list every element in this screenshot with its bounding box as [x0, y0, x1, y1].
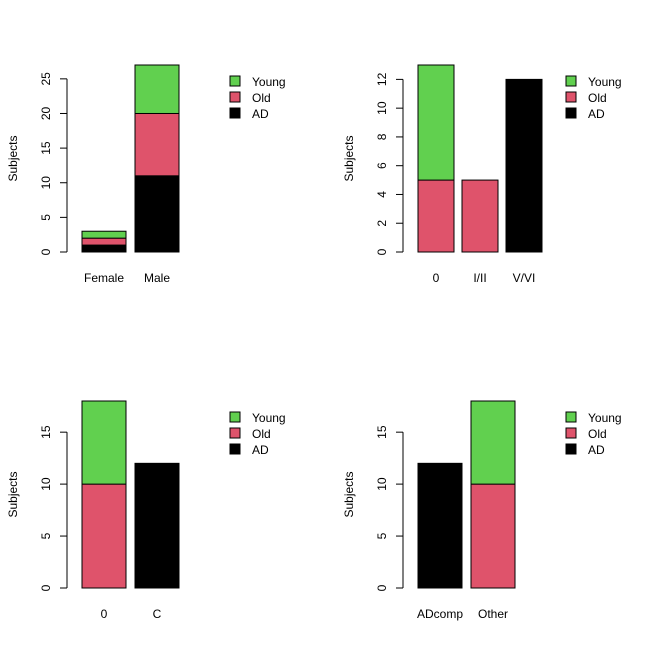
legend: Young Old AD [229, 411, 286, 457]
y-tick-label: 8 [375, 133, 389, 140]
x-category-label: V/VI [513, 271, 536, 285]
y-tick-label: 2 [375, 220, 389, 227]
legend-swatch-ad [565, 107, 577, 119]
legend-label-young: Young [252, 75, 286, 89]
legend-swatch-young [229, 75, 241, 87]
y-tick-label: 10 [375, 477, 389, 491]
bar-segment-ad [134, 462, 180, 589]
y-tick-label: 0 [39, 584, 53, 591]
bar-segment-young [81, 400, 127, 485]
legend: Young Old AD [229, 75, 286, 121]
y-tick-label: 5 [375, 532, 389, 539]
bar-segment-ad [134, 175, 180, 253]
x-category-label: Female [84, 271, 124, 285]
y-tick-label: 15 [375, 425, 389, 439]
y-tick-label: 5 [39, 214, 53, 221]
bar-segment-ad [81, 244, 127, 253]
legend-swatch-old [565, 427, 577, 439]
chart-panel-4: 0 5 10 15 Subjects ADcomp Other Young Old AD [342, 400, 622, 621]
legend: Young Old AD [565, 75, 622, 121]
bar-segment-old [81, 237, 127, 246]
bar-segment-ad [505, 78, 543, 253]
y-tick-label: 4 [375, 191, 389, 198]
legend-label-young: Young [588, 411, 622, 425]
y-tick-label: 15 [39, 425, 53, 439]
legend-swatch-old [229, 427, 241, 439]
y-tick-label: 0 [39, 248, 53, 255]
legend-label-old: Old [252, 427, 271, 441]
bar-segment-young [417, 64, 455, 181]
legend-label-ad: AD [252, 443, 269, 457]
legend-swatch-ad [229, 443, 241, 455]
legend-swatch-young [565, 411, 577, 423]
x-category-label: 0 [101, 607, 108, 621]
legend-label-young: Young [252, 411, 286, 425]
y-axis-title: Subjects [342, 471, 356, 517]
y-tick-label: 10 [39, 176, 53, 190]
legend-label-ad: AD [588, 107, 605, 121]
bar-segment-young [134, 64, 180, 114]
legend-label-old: Old [588, 427, 607, 441]
y-tick-label: 15 [39, 141, 53, 155]
x-category-label: 0 [433, 271, 440, 285]
bar-segment-old [417, 179, 455, 253]
legend-label-old: Old [252, 91, 271, 105]
legend-label-ad: AD [252, 107, 269, 121]
y-tick-label: 10 [375, 101, 389, 115]
bar-segment-ad [417, 462, 463, 589]
legend-label-young: Young [588, 75, 622, 89]
chart-panel-3: 0 5 10 15 Subjects 0 C Young Old AD [6, 400, 286, 621]
chart-panel-2: 0 2 4 6 8 10 12 Subjects 0 I/II V/VI Young Old AD [342, 64, 622, 285]
legend-label-ad: AD [588, 443, 605, 457]
bar-segment-young [470, 400, 516, 485]
y-tick-label: 20 [39, 106, 53, 120]
y-tick-label: 10 [39, 477, 53, 491]
x-category-label: C [153, 607, 162, 621]
y-tick-label: 12 [375, 72, 389, 86]
y-axis-title: Subjects [6, 135, 20, 181]
chart-panel-1: 0 5 10 15 20 25 Subjects Female Male Young Old AD [6, 64, 286, 285]
y-tick-label: 5 [39, 532, 53, 539]
legend-swatch-young [229, 411, 241, 423]
legend: Young Old AD [565, 411, 622, 457]
x-category-label: Male [144, 271, 170, 285]
bar-segment-old [461, 179, 499, 253]
x-category-label: ADcomp [417, 607, 463, 621]
y-tick-label: 6 [375, 162, 389, 169]
legend-swatch-young [565, 75, 577, 87]
x-category-label: Other [478, 607, 508, 621]
y-tick-label: 0 [375, 584, 389, 591]
legend-swatch-old [565, 91, 577, 103]
bar-segment-old [134, 112, 180, 177]
legend-label-old: Old [588, 91, 607, 105]
y-tick-label: 25 [39, 72, 53, 86]
bar-segment-young [81, 230, 127, 239]
bar-segment-old [81, 483, 127, 589]
bar-segment-old [470, 483, 516, 589]
legend-swatch-ad [229, 107, 241, 119]
y-tick-label: 0 [375, 248, 389, 255]
y-axis-title: Subjects [6, 471, 20, 517]
x-category-label: I/II [473, 271, 486, 285]
legend-swatch-old [229, 91, 241, 103]
legend-swatch-ad [565, 443, 577, 455]
y-axis-title: Subjects [342, 135, 356, 181]
